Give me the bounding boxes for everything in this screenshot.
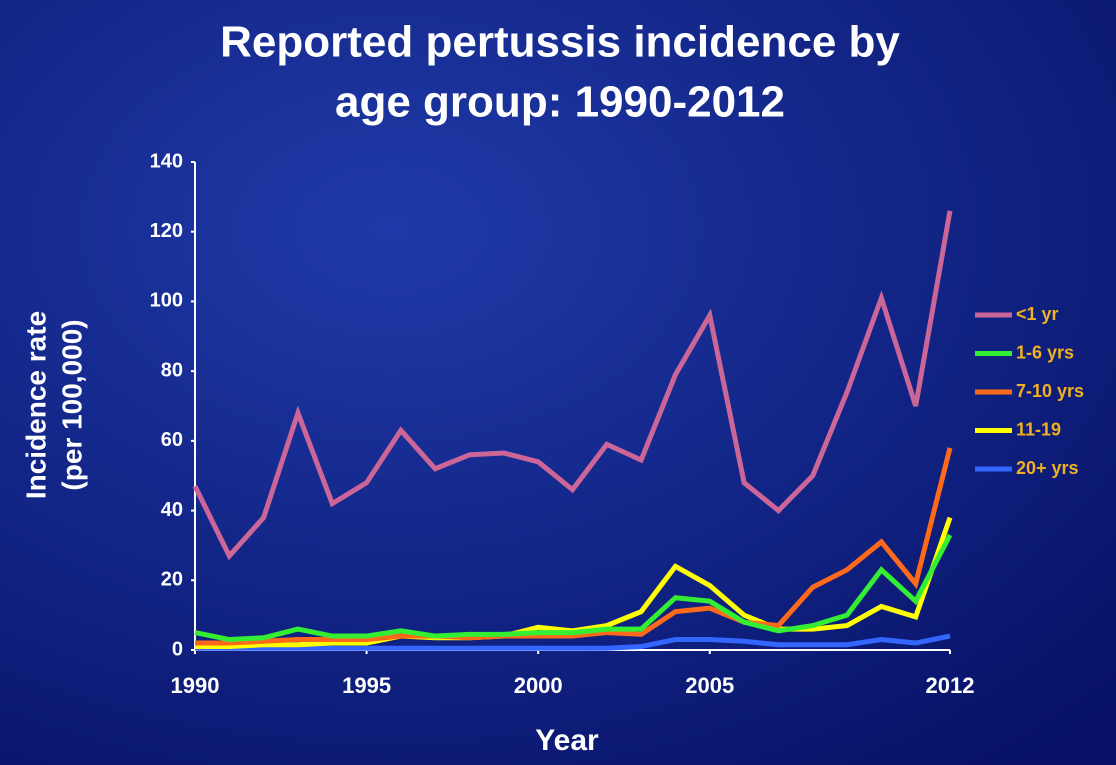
series-line — [192, 210, 953, 561]
legend-label: 20+ yrs — [1016, 458, 1079, 478]
series-line — [194, 533, 953, 643]
legend-label: 11-19 — [1016, 419, 1061, 439]
y-tick-label: 0 — [172, 638, 183, 660]
y-tick-label: 20 — [161, 569, 183, 591]
x-tick-label: 1995 — [342, 673, 391, 698]
y-label-line: Incidence rate — [20, 311, 51, 499]
chart-title: age group: 1990-2012 — [335, 78, 785, 127]
x-tick-label: 2005 — [685, 673, 734, 698]
y-tick-label: 120 — [150, 220, 183, 242]
y-label-line: (per 100,000) — [56, 319, 87, 490]
legend-label: <1 yr — [1016, 304, 1059, 324]
y-axis-label: Incidence rate (per 100,000) — [20, 311, 87, 499]
y-tick-label: 100 — [150, 290, 183, 312]
series-line — [195, 633, 951, 651]
chart-title: Reported pertussis incidence by — [220, 18, 900, 67]
legend-label: 1-6 yrs — [1016, 342, 1074, 362]
y-tick-label: 40 — [161, 499, 183, 521]
x-tick-label: 2012 — [926, 673, 975, 698]
y-tick-label: 140 — [150, 150, 183, 172]
y-tick-label: 60 — [161, 429, 183, 451]
x-tick-label: 2000 — [514, 673, 563, 698]
series-line — [195, 447, 953, 646]
legend-label: 7-10 yrs — [1016, 381, 1084, 401]
x-axis-label: Year — [535, 724, 599, 757]
x-tick-label: 1990 — [171, 673, 220, 698]
y-tick-label: 80 — [161, 359, 183, 381]
